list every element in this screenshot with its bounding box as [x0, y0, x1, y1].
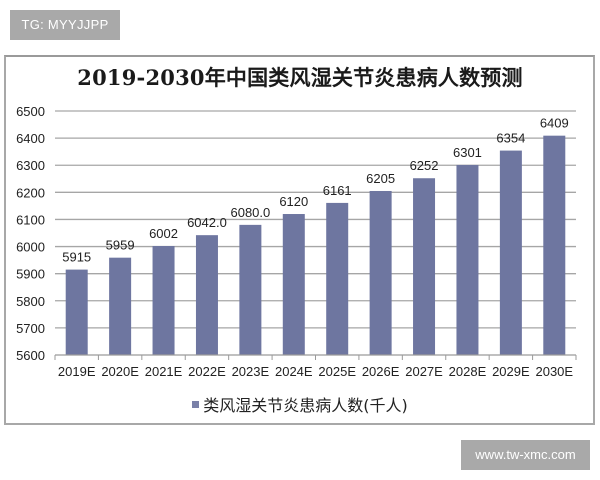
y-tick-label: 6200 [16, 185, 45, 200]
watermark-top: TG: MYYJJPP [10, 10, 120, 40]
data-label: 6002 [149, 226, 178, 241]
x-tick-label: 2026E [362, 364, 400, 379]
data-label: 6120 [279, 194, 308, 209]
y-tick-label: 6000 [16, 240, 45, 255]
watermark-bottom: www.tw-xmc.com [461, 440, 590, 470]
x-tick-label: 2024E [275, 364, 313, 379]
bar [109, 257, 132, 355]
x-tick-label: 2030E [535, 364, 573, 379]
chart-title: 2019-2030年中国类风湿关节炎患病人数预测 [77, 65, 523, 90]
data-label: 6301 [453, 145, 482, 160]
legend-label: 类风湿关节炎患病人数(千人) [203, 396, 408, 415]
data-label: 5959 [106, 238, 135, 253]
y-tick-label: 6400 [16, 131, 45, 146]
y-tick-label: 5600 [16, 348, 45, 363]
x-tick-label: 2029E [492, 364, 530, 379]
y-tick-label: 6100 [16, 212, 45, 227]
bar [239, 224, 262, 355]
data-label: 6354 [496, 131, 525, 146]
bar [456, 164, 479, 355]
x-tick-label: 2021E [145, 364, 183, 379]
data-label: 6252 [410, 158, 439, 173]
bar [282, 214, 305, 355]
bar [65, 269, 88, 355]
bar [543, 135, 566, 355]
gridlines [55, 110, 576, 329]
bar [326, 202, 349, 355]
y-tick-label: 6500 [16, 104, 45, 119]
x-tick-label: 2023E [232, 364, 270, 379]
data-label: 6409 [540, 116, 569, 131]
data-label: 5915 [62, 250, 91, 265]
legend-swatch-icon [192, 401, 200, 408]
data-label: 6161 [323, 183, 352, 198]
x-tick-label: 2022E [188, 364, 226, 379]
chart-legend: 类风湿关节炎患病人数(千人) [0, 392, 600, 416]
data-label: 6205 [366, 171, 395, 186]
x-tick-label: 2020E [101, 364, 139, 379]
bar [413, 178, 436, 355]
bar [195, 235, 218, 355]
bar [369, 190, 392, 355]
x-axis: 2019E 2020E 2021E 2022E 2023E 2024E 2025E 2026E… [54, 354, 577, 379]
x-tick-label: 2025E [318, 364, 356, 379]
data-label: 6080.0 [230, 205, 270, 220]
x-tick-label: 2019E [58, 364, 96, 379]
y-axis-ticks: 5600 5700 5800 5900 6000 6100 6200 6300 6400 6500 [16, 104, 45, 363]
bar [499, 150, 522, 355]
x-tick-label: 2028E [449, 364, 487, 379]
y-tick-label: 5900 [16, 267, 45, 282]
y-tick-label: 5800 [16, 294, 45, 309]
data-label: 6042.0 [187, 215, 227, 230]
bar [152, 246, 175, 355]
y-tick-label: 6300 [16, 158, 45, 173]
y-tick-label: 5700 [16, 321, 45, 336]
x-tick-label: 2027E [405, 364, 443, 379]
